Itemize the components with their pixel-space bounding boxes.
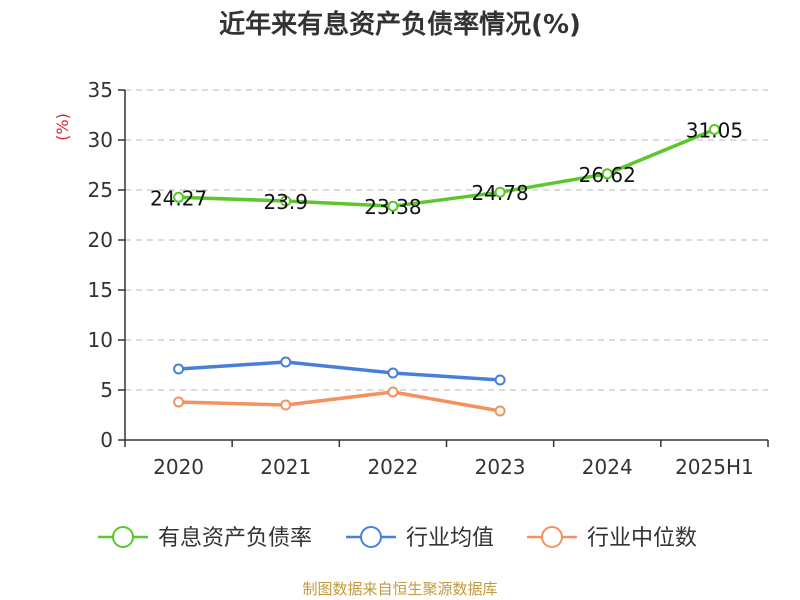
series-line — [176, 360, 502, 382]
y-tick-label: 10 — [88, 328, 113, 352]
legend-swatch-marker — [360, 526, 382, 548]
y-tick-label: 20 — [88, 228, 113, 252]
x-tick-label: 2023 — [475, 455, 526, 479]
data-label: 24.78 — [471, 181, 528, 205]
x-tick-label: 2020 — [153, 455, 204, 479]
data-point — [494, 186, 506, 198]
legend-item[interactable]: 行业中位数 — [527, 526, 697, 551]
data-label: 24.27 — [150, 186, 207, 210]
data-label: 31.05 — [686, 119, 743, 143]
legend-label: 行业均值 — [406, 526, 494, 551]
y-tick-label: 15 — [88, 278, 113, 302]
data-point — [708, 124, 720, 135]
series-2 — [173, 386, 506, 417]
y-tick-label: 35 — [88, 78, 113, 102]
data-point — [280, 356, 292, 368]
axes: 0 5 10 15 20 25 30 35 2020 2021 2022 2023 2024 2025H1 — [88, 78, 769, 479]
data-label: 23.38 — [364, 195, 421, 219]
series-0 — [173, 124, 720, 212]
data-point — [494, 405, 506, 417]
data-point — [173, 396, 185, 408]
data-label: 26.62 — [579, 163, 636, 187]
data-point — [387, 386, 399, 398]
source-note: 制图数据来自恒生聚源数据库 — [302, 580, 497, 598]
legend-item[interactable]: 有息资产负债率 — [98, 526, 312, 551]
x-tick-label: 2022 — [367, 455, 418, 479]
y-tick-label: 25 — [88, 178, 113, 202]
y-axis-unit: (%) — [53, 113, 72, 141]
legend-label: 行业中位数 — [587, 526, 697, 551]
series-1 — [173, 356, 506, 386]
x-tick-label: 2021 — [260, 455, 311, 479]
legend-swatch-marker — [541, 526, 563, 548]
y-tick-label: 0 — [100, 428, 113, 452]
x-tick-label: 2024 — [582, 455, 633, 479]
series — [173, 124, 720, 417]
data-point — [387, 200, 399, 212]
chart-title: 近年来有息资产负债率情况(%) — [219, 9, 581, 40]
series-line — [176, 127, 717, 208]
legend-swatch-marker — [112, 526, 134, 548]
x-tick-label: 2025H1 — [675, 455, 754, 479]
data-point — [280, 399, 292, 411]
series-line — [176, 390, 502, 413]
y-tick-label: 30 — [88, 128, 113, 152]
legend-item[interactable]: 行业均值 — [346, 526, 494, 551]
data-point — [387, 367, 399, 379]
data-point — [601, 168, 613, 180]
legend: 有息资产负债率 行业均值 行业中位数 — [98, 526, 697, 551]
gridlines — [125, 89, 768, 391]
data-labels: 24.27 23.9 23.38 24.78 26.62 31.05 — [150, 119, 743, 220]
data-point — [280, 195, 292, 207]
data-point — [173, 191, 185, 203]
data-label: 23.9 — [263, 190, 308, 214]
y-tick-label: 5 — [100, 378, 113, 402]
data-point — [494, 374, 506, 386]
legend-label: 有息资产负债率 — [158, 526, 312, 551]
data-point — [173, 363, 185, 375]
